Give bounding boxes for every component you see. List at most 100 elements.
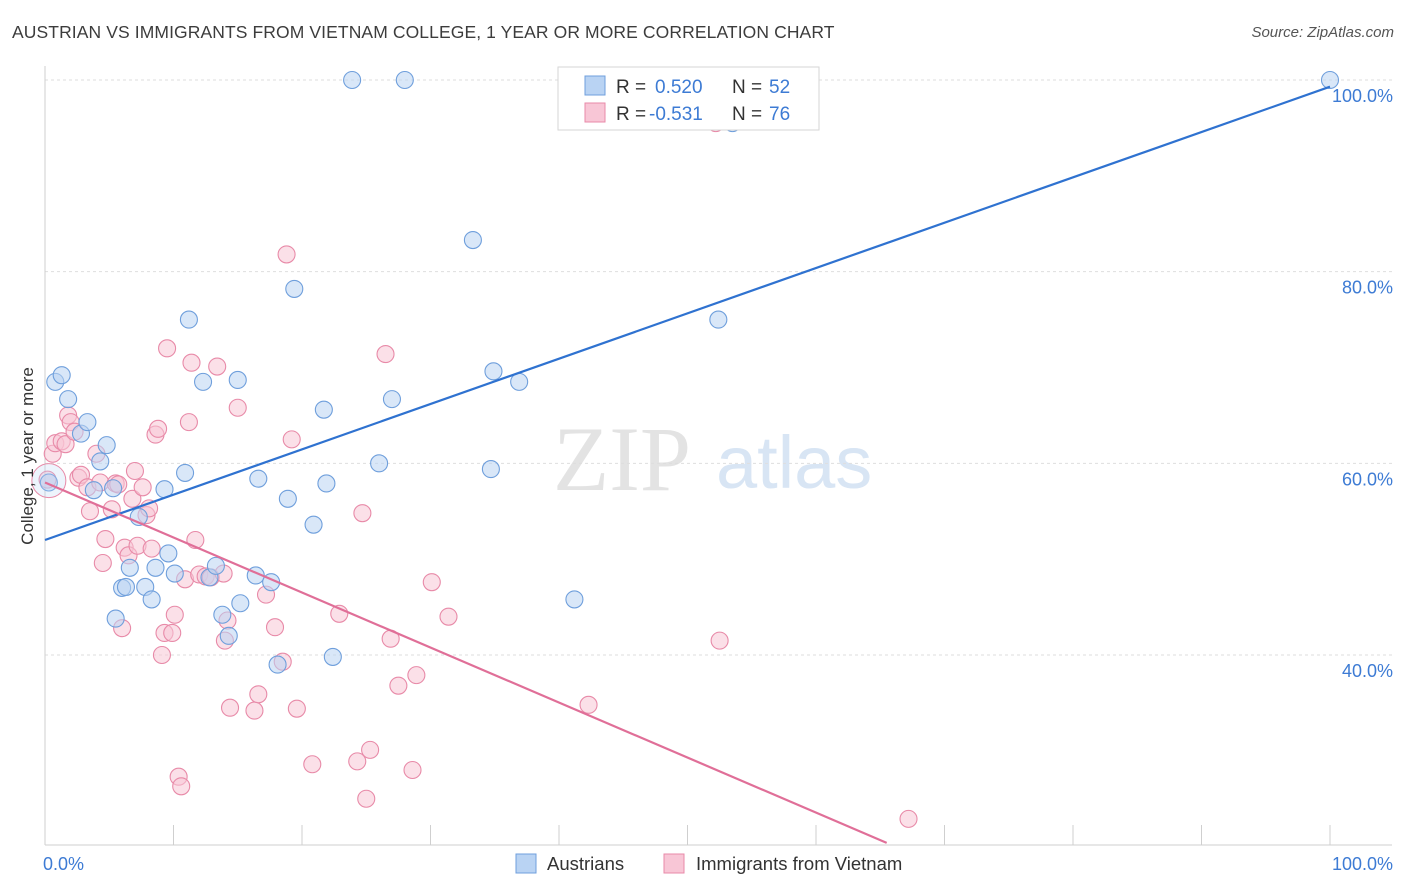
vietnam-point — [125, 461, 144, 481]
y-tick-label-40: 40.0% — [1342, 661, 1393, 681]
correlation-legend: R = 0.520 N = 52 R = -0.531 N = 76 — [557, 66, 820, 131]
austrians-point — [120, 558, 139, 577]
vietnam-point — [182, 353, 201, 372]
x-tick-label-100: 100.0% — [1332, 854, 1393, 874]
y-axis-label: College, 1 year or more — [18, 367, 37, 545]
vietnam-point — [439, 607, 458, 626]
austrians-point — [1320, 70, 1340, 90]
austrians-point — [285, 279, 304, 298]
bottom-legend-vietnam: Immigrants from Vietnam — [696, 853, 902, 874]
vietnam-point — [710, 631, 729, 650]
austrians-point — [343, 70, 362, 90]
austrians-point — [116, 577, 136, 597]
austrians-point — [91, 452, 110, 471]
gridlines — [45, 79, 1392, 656]
vietnam-point — [172, 777, 191, 796]
austrians-point — [317, 474, 336, 493]
vietnam-point — [899, 809, 918, 828]
vietnam-point — [376, 345, 395, 364]
vietnam-point — [93, 553, 112, 573]
austrians-point — [370, 454, 389, 473]
bottom-legend-swatch-austrians — [515, 853, 537, 874]
austrians-point — [463, 230, 482, 250]
vietnam-point — [158, 339, 177, 358]
chart-title: AUSTRIAN VS IMMIGRANTS FROM VIETNAM COLL… — [12, 22, 835, 42]
vietnam-point — [133, 478, 152, 497]
legend-n-label-2: N = — [732, 104, 762, 125]
y-tick-label-100: 100.0% — [1332, 86, 1393, 106]
legend-r-value-2: -0.531 — [649, 104, 703, 125]
vietnam-point — [165, 605, 184, 624]
legend-swatch-vietnam — [584, 102, 606, 123]
vietnam-point — [579, 695, 598, 714]
vietnam-point — [389, 676, 408, 695]
vietnam-point — [56, 435, 75, 454]
vietnam-point — [361, 740, 380, 759]
austrians-point — [213, 605, 232, 624]
vietnam-point — [282, 430, 301, 449]
austrians-point — [78, 413, 97, 432]
austrians-point — [159, 544, 178, 563]
austrians-point — [304, 515, 323, 534]
austrians-point — [219, 626, 238, 645]
austrians-point — [165, 564, 184, 583]
bottom-legend-austrians: Austrians — [547, 853, 624, 874]
austrians-point — [565, 590, 584, 609]
large-overlap-point — [31, 463, 67, 499]
austrians-point — [323, 647, 342, 666]
vietnam-point — [403, 760, 422, 780]
legend-r-label-1: R = — [616, 77, 646, 98]
austrians-point — [106, 609, 125, 628]
austrians-point — [142, 590, 161, 609]
austrians-point — [52, 366, 71, 385]
y-tick-label-60: 60.0% — [1342, 469, 1393, 489]
vietnam-point — [353, 504, 372, 523]
vietnam-point — [149, 419, 168, 438]
austrians-point — [59, 390, 78, 409]
vietnam-point — [152, 645, 171, 665]
vietnam-point — [163, 623, 182, 643]
austrians-point — [104, 479, 123, 498]
austrians-point — [268, 655, 287, 674]
austrians-point — [484, 362, 503, 381]
y-tick-label-80: 80.0% — [1342, 278, 1393, 298]
vietnam-point — [249, 685, 268, 704]
vietnam-point — [179, 413, 198, 432]
legend-n-label-1: N = — [732, 77, 762, 98]
austrians-point — [97, 436, 116, 455]
bottom-legend-swatch-vietnam — [663, 853, 685, 874]
vietnam-point — [422, 573, 441, 592]
austrians-point — [249, 469, 268, 488]
austrians-point — [231, 594, 250, 613]
vietnam-trend-line — [44, 481, 888, 844]
vietnam-point — [208, 357, 227, 376]
austrians-point — [278, 489, 297, 508]
vietnam-point — [348, 752, 367, 771]
vietnam-point — [265, 618, 285, 637]
legend-n-value-2: 76 — [769, 104, 790, 125]
austrians-point — [395, 70, 414, 90]
austrians-point — [382, 390, 402, 409]
vietnam-point — [357, 789, 376, 808]
series-austrians — [31, 70, 1340, 674]
vietnam-point — [245, 701, 264, 720]
source-label: Source: ZipAtlas.com — [1251, 24, 1394, 41]
watermark-atlas: atlas — [716, 421, 872, 504]
watermark-zip: ZIP — [553, 408, 691, 510]
austrians-point — [228, 370, 247, 390]
austrians-point — [146, 558, 165, 577]
austrians-point — [179, 310, 198, 329]
austrians-trend-line — [44, 85, 1331, 542]
austrians-point — [206, 556, 225, 575]
austrians-point — [481, 460, 500, 479]
vietnam-point — [96, 529, 115, 549]
vietnam-point — [277, 245, 296, 264]
tick-labels: 40.0% 60.0% 80.0% 100.0% 0.0% 100.0% — [43, 86, 1393, 874]
vietnam-point — [287, 699, 306, 718]
vietnam-point — [407, 666, 426, 685]
legend-swatch-austrians — [584, 75, 606, 96]
austrians-point — [84, 481, 103, 500]
x-tick-label-0: 0.0% — [43, 854, 84, 874]
legend-r-label-2: R = — [616, 104, 646, 125]
